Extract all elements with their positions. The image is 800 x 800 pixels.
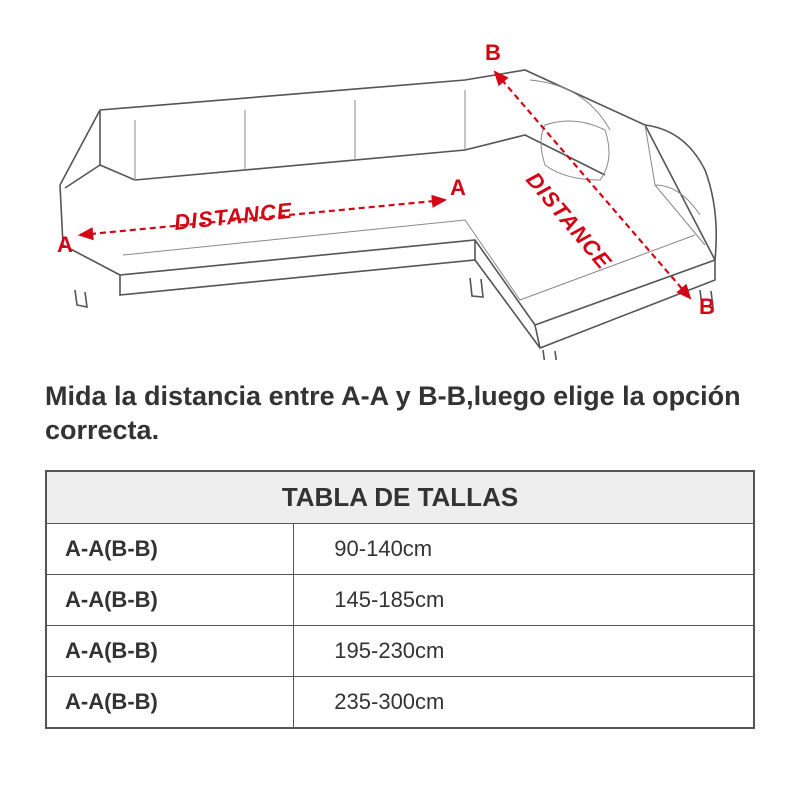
table-row: A-A(B-B) 145-185cm bbox=[46, 574, 754, 625]
table-row: A-A(B-B) 90-140cm bbox=[46, 523, 754, 574]
row-value: 235-300cm bbox=[294, 676, 754, 728]
row-value: 195-230cm bbox=[294, 625, 754, 676]
label-B-right: B bbox=[699, 294, 715, 319]
size-table: TABLA DE TALLAS A-A(B-B) 90-140cm A-A(B-… bbox=[45, 470, 755, 729]
instruction-text: Mida la distancia entre A-A y B-B,luego … bbox=[45, 380, 755, 448]
label-distance-right: DISTANCE bbox=[521, 167, 617, 274]
table-title: TABLA DE TALLAS bbox=[46, 471, 754, 524]
table-row: A-A(B-B) 235-300cm bbox=[46, 676, 754, 728]
row-label: A-A(B-B) bbox=[46, 676, 294, 728]
label-A-left: A bbox=[57, 232, 73, 257]
label-B-top: B bbox=[485, 40, 501, 65]
sofa-svg: A A B B DISTANCE DISTANCE bbox=[45, 30, 755, 360]
table-row: A-A(B-B) 195-230cm bbox=[46, 625, 754, 676]
row-value: 90-140cm bbox=[294, 523, 754, 574]
row-label: A-A(B-B) bbox=[46, 625, 294, 676]
row-label: A-A(B-B) bbox=[46, 574, 294, 625]
label-A-mid: A bbox=[450, 175, 466, 200]
label-distance-left: DISTANCE bbox=[173, 198, 294, 235]
sofa-diagram: A A B B DISTANCE DISTANCE bbox=[45, 30, 755, 360]
row-value: 145-185cm bbox=[294, 574, 754, 625]
row-label: A-A(B-B) bbox=[46, 523, 294, 574]
